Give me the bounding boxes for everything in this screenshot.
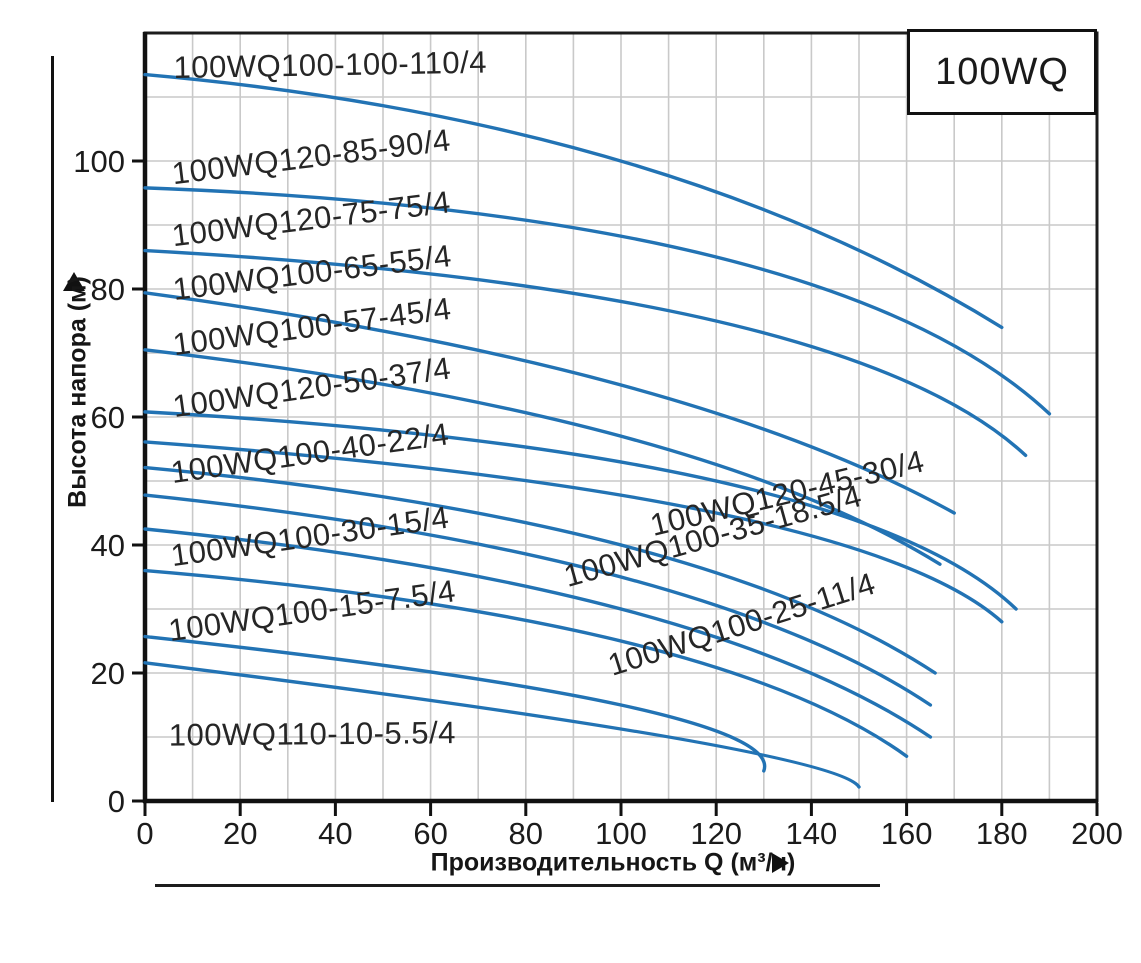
curve-line bbox=[143, 568, 909, 758]
x-tick-label: 100 bbox=[595, 816, 647, 851]
x-tick-label: 40 bbox=[318, 816, 352, 851]
curve-label: 100WQ120-50-37/4 bbox=[171, 350, 453, 424]
curve-line bbox=[143, 465, 937, 675]
curve-line bbox=[143, 527, 933, 739]
y-tick-label: 100 bbox=[73, 144, 125, 179]
axis-tick-labels: 0 20 40 60 80 100 120 140 160 180 200 0 20 40 60 80 100 bbox=[73, 144, 1123, 851]
axis-ticks bbox=[132, 159, 1099, 816]
x-tick-label: 140 bbox=[786, 816, 838, 851]
y-tick-label: 60 bbox=[91, 400, 125, 435]
x-axis-title: Производительность Q (м³/ч) bbox=[430, 848, 796, 877]
series-model-label: 100WQ bbox=[935, 50, 1069, 93]
curve-label: 100WQ110-10-5.5/4 bbox=[169, 715, 456, 753]
x-tick-label: 0 bbox=[136, 816, 153, 851]
curve-label: 100WQ100-40-22/4 bbox=[169, 416, 451, 490]
x-tick-label: 180 bbox=[976, 816, 1028, 851]
curve-line bbox=[143, 291, 956, 515]
x-tick-label: 160 bbox=[881, 816, 933, 851]
curve-line bbox=[143, 248, 1028, 458]
curve-label: 100WQ120-85-90/4 bbox=[170, 122, 452, 191]
curve-line bbox=[143, 440, 1004, 624]
curve-line bbox=[143, 186, 1052, 416]
curve-line bbox=[143, 72, 1004, 330]
y-tick-label: 80 bbox=[91, 272, 125, 307]
x-tick-label: 200 bbox=[1071, 816, 1123, 851]
x-tick-label: 120 bbox=[690, 816, 742, 851]
x-axis-right-arrow-icon bbox=[772, 853, 789, 873]
y-tick-label: 0 bbox=[108, 784, 125, 819]
pump-curves bbox=[143, 72, 1052, 789]
x-tick-label: 80 bbox=[509, 816, 543, 851]
bottom-decorative-rule bbox=[155, 884, 880, 887]
curve-labels: 100WQ100-100-110/4 100WQ120-85-90/4 100WQ1… bbox=[166, 45, 927, 753]
x-tick-label: 20 bbox=[223, 816, 257, 851]
curve-line bbox=[143, 410, 1018, 611]
curve-label: 100WQ100-15-7.5/4 bbox=[166, 573, 457, 648]
y-axis-up-arrow-icon bbox=[63, 272, 85, 291]
curve-label: 100WQ100-100-110/4 bbox=[173, 45, 487, 85]
y-tick-label: 40 bbox=[91, 528, 125, 563]
y-axis-title: Высота напора (м) bbox=[63, 276, 92, 508]
curve-line bbox=[143, 661, 861, 789]
y-tick-label: 20 bbox=[91, 656, 125, 691]
x-tick-label: 60 bbox=[413, 816, 447, 851]
left-decorative-rule bbox=[51, 56, 54, 802]
series-model-box: 100WQ bbox=[907, 29, 1097, 115]
curve-line bbox=[143, 493, 933, 707]
